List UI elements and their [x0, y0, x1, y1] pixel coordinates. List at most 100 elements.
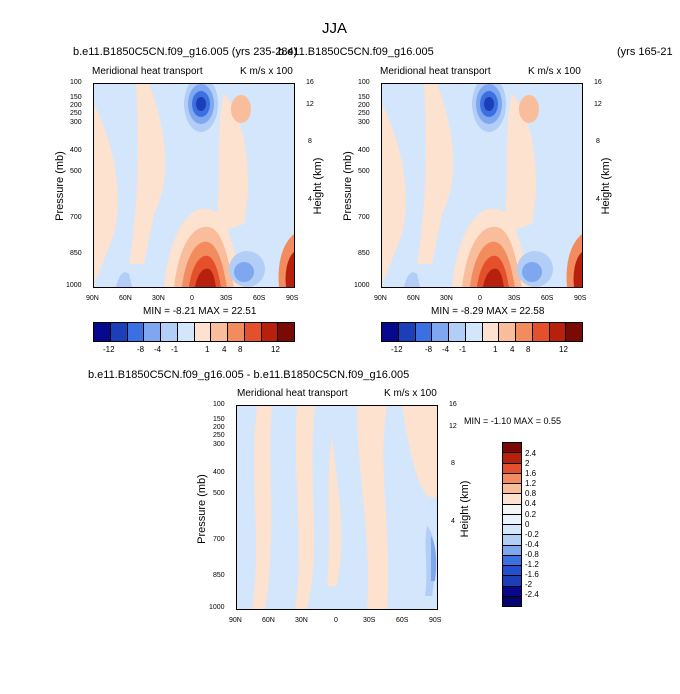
colorbar-swatch	[503, 484, 521, 495]
panel2-ytick: 300	[358, 119, 370, 126]
field-warm-band	[502, 94, 536, 234]
field-warm-band	[417, 84, 454, 264]
panel2-xtick: 60S	[541, 295, 554, 302]
panel1-xtick: 60N	[119, 295, 132, 302]
panel2-colorbar-label: -4	[442, 345, 450, 354]
panel2-xtick: 90S	[574, 295, 587, 302]
panel1-left-label: Meridional heat transport	[92, 66, 203, 77]
colorbar-swatch	[432, 323, 449, 341]
panel2-ylabel: Pressure (mb)	[342, 151, 354, 221]
panel3-ylabel: Pressure (mb)	[196, 474, 208, 544]
panel2-xtick: 30S	[508, 295, 521, 302]
panel3-ytick: 700	[213, 536, 225, 543]
panel1-xtick: 90N	[86, 295, 99, 302]
field-warm-contour	[285, 252, 294, 287]
colorbar-swatch	[278, 323, 294, 341]
panel2-ytick: 500	[358, 168, 370, 175]
panel2-left-label: Meridional heat transport	[380, 66, 491, 77]
panel3-colorbar-label: -1.2	[525, 560, 539, 569]
panel1-plot-area	[93, 83, 295, 288]
panel1-ytick: 200	[70, 102, 82, 109]
panel3-ytick: 150	[213, 416, 225, 423]
field-cold-contour	[234, 262, 254, 282]
colorbar-swatch	[211, 323, 228, 341]
field-cold-contour	[196, 97, 206, 111]
colorbar-swatch	[516, 323, 533, 341]
panel3-height-tick: 8	[451, 460, 455, 467]
colorbar-swatch	[144, 323, 161, 341]
panel3-xtick: 30S	[363, 617, 376, 624]
panel2-ylabel-right: Height (km)	[600, 157, 612, 215]
colorbar-swatch	[415, 323, 433, 341]
panel1-right-label: K m/s x 100	[240, 66, 293, 77]
panel1-ytick: 1000	[66, 282, 82, 289]
panel2-ytick: 200	[358, 102, 370, 109]
panel1-colorbar-label: -8	[137, 345, 145, 354]
panel2-header-years: (yrs 165-21	[617, 46, 673, 58]
panel1-colorbar-label: 4	[222, 345, 227, 354]
field-warm-contour	[573, 252, 582, 287]
panel2-ytick: 850	[358, 250, 370, 257]
colorbar-swatch	[94, 323, 111, 341]
panel3-right-label: K m/s x 100	[384, 388, 437, 399]
panel2-height-tick: 12	[594, 101, 602, 108]
colorbar-swatch	[161, 323, 178, 341]
panel2-colorbar-label: 1	[493, 345, 498, 354]
panel1-header: b.e11.B1850C5CN.f09_g16.005 (yrs 235-284…	[73, 46, 298, 58]
colorbar-swatch	[503, 535, 521, 546]
field-warm-contour	[483, 268, 504, 287]
field-warm-band	[252, 406, 272, 609]
colorbar-swatch	[177, 323, 195, 341]
colorbar-swatch	[503, 596, 521, 606]
colorbar-swatch	[503, 453, 521, 464]
panel3-xtick: 90S	[429, 617, 442, 624]
panel3-xtick: 60S	[396, 617, 409, 624]
field-warm-band	[382, 104, 406, 284]
field-warm-band	[295, 406, 315, 609]
field-warm-band	[402, 406, 437, 498]
panel1-xtick: 60S	[253, 295, 266, 302]
panel1-xtick: 90S	[286, 295, 299, 302]
field-warm-contour	[195, 268, 216, 287]
panel1-xtick: 0	[190, 295, 194, 302]
panel2-plot-area	[381, 83, 583, 288]
panel2-colorbar-label: 8	[526, 345, 531, 354]
panel3-plot-area	[236, 405, 438, 610]
panel3-ytick: 250	[213, 432, 225, 439]
panel2-ytick: 400	[358, 147, 370, 154]
panel2-colorbar-label: -12	[391, 345, 403, 354]
colorbar-swatch	[503, 555, 521, 566]
panel3-ytick: 200	[213, 424, 225, 431]
panel2-right-label: K m/s x 100	[528, 66, 581, 77]
panel1-ytick: 150	[70, 94, 82, 101]
panel3-colorbar-label: 2.4	[525, 449, 537, 458]
panel3-height-tick: 12	[449, 423, 457, 430]
colorbar-swatch	[503, 576, 521, 587]
colorbar-swatch	[549, 323, 567, 341]
panel3-field	[237, 406, 437, 609]
colorbar-swatch	[110, 323, 128, 341]
panel3-colorbar-label: 1.2	[525, 479, 537, 488]
panel1-stats: MIN = -8.21 MAX = 22.51	[143, 306, 257, 317]
panel1-ylabel: Pressure (mb)	[54, 151, 66, 221]
panel1-colorbar-label: 1	[205, 345, 210, 354]
colorbar-swatch	[499, 323, 516, 341]
colorbar-swatch	[194, 323, 212, 341]
panel1-ytick: 700	[70, 214, 82, 221]
panel2-xtick: 0	[478, 295, 482, 302]
panel2-ytick: 1000	[354, 282, 370, 289]
colorbar-swatch	[449, 323, 466, 341]
panel1-colorbar	[93, 322, 295, 342]
panel3-colorbar	[502, 442, 522, 607]
panel2-ytick: 150	[358, 94, 370, 101]
panel3-left-label: Meridional heat transport	[237, 388, 348, 399]
panel2-field	[382, 84, 582, 287]
field-warm-contour	[231, 95, 251, 123]
panel1-colorbar-label: 12	[271, 345, 280, 354]
colorbar-swatch	[503, 494, 521, 505]
panel1-height-tick: 4	[308, 196, 312, 203]
panel3-header: b.e11.B1850C5CN.f09_g16.005 - b.e11.B185…	[88, 369, 410, 381]
panel3-stats: MIN = -1.10 MAX = 0.55	[464, 416, 562, 426]
panel2-height-tick: 8	[596, 138, 600, 145]
panel2-header: b.e11.B1850C5CN.f09_g16.005	[278, 46, 434, 58]
